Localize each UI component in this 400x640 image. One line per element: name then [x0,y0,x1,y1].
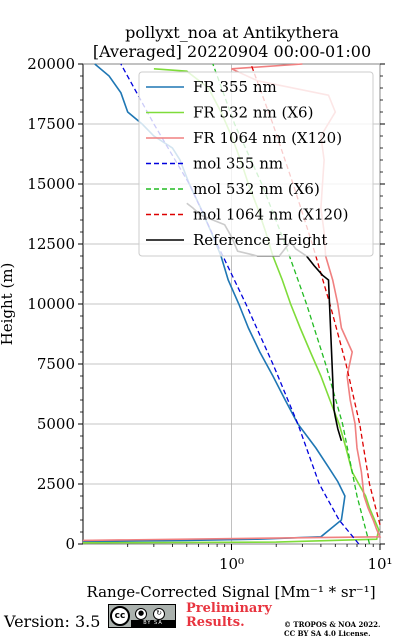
legend-label: FR 1064 nm (X120) [193,129,342,147]
legend-label: FR 532 nm (X6) [193,104,313,122]
x-axis-label: Range-Corrected Signal [Mm⁻¹ * sr⁻¹] [86,583,375,601]
y-tick-label: 0 [65,535,75,553]
legend-label: FR 355 nm [193,78,277,96]
y-tick-label: 15000 [27,175,75,193]
y-tick-label: 7500 [37,355,75,373]
legend-label: mol 1064 nm (X120) [193,206,348,224]
y-tick-label: 17500 [27,115,75,133]
y-tick-label: 10000 [27,295,75,313]
y-tick-label: 5000 [37,415,75,433]
legend-box [138,71,374,257]
copyright-notice: © TROPOS & NOA 2022. CC BY SA 4.0 Licens… [284,620,380,638]
cc-license-badge: cc ● ↻ BY SA [108,604,176,628]
axis-ticks: 0 2500 5000 7500 10000 12500 15000 17500 20000 10… [27,55,392,573]
legend-label: Reference Height [193,231,327,249]
y-tick-label: 2500 [37,475,75,493]
copyright-line1: © TROPOS & NOA 2022. [284,620,381,629]
y-tick-label: 12500 [27,235,75,253]
license-strip-text: BY SA [131,620,175,627]
by-icon: ● [135,608,147,620]
legend: FR 355 nm FR 532 nm (X6) FR 1064 nm (X120)… [138,71,374,257]
x-tick-label: 10¹ [367,555,392,573]
legend-label: mol 355 nm [193,155,283,173]
legend-label: mol 532 nm (X6) [193,180,320,198]
version-label: Version: 3.5 [4,612,101,631]
sa-icon: ↻ [153,608,165,620]
preliminary-line1: Preliminary [186,601,272,616]
copyright-line2: CC BY SA 4.0 License. [284,629,371,638]
preliminary-label: Preliminary Results. [186,602,272,630]
y-tick-label: 20000 [27,55,75,73]
preliminary-line2: Results. [186,615,245,630]
cc-icon: cc [110,606,130,626]
y-axis-label: Height (m) [0,263,16,346]
x-tick-label: 10⁰ [219,555,244,573]
chart-title-line2: [Averaged] 20220904 00:00-01:00 [92,42,372,61]
chart-title-line1: pollyxt_noa at Antikythera [125,23,339,42]
